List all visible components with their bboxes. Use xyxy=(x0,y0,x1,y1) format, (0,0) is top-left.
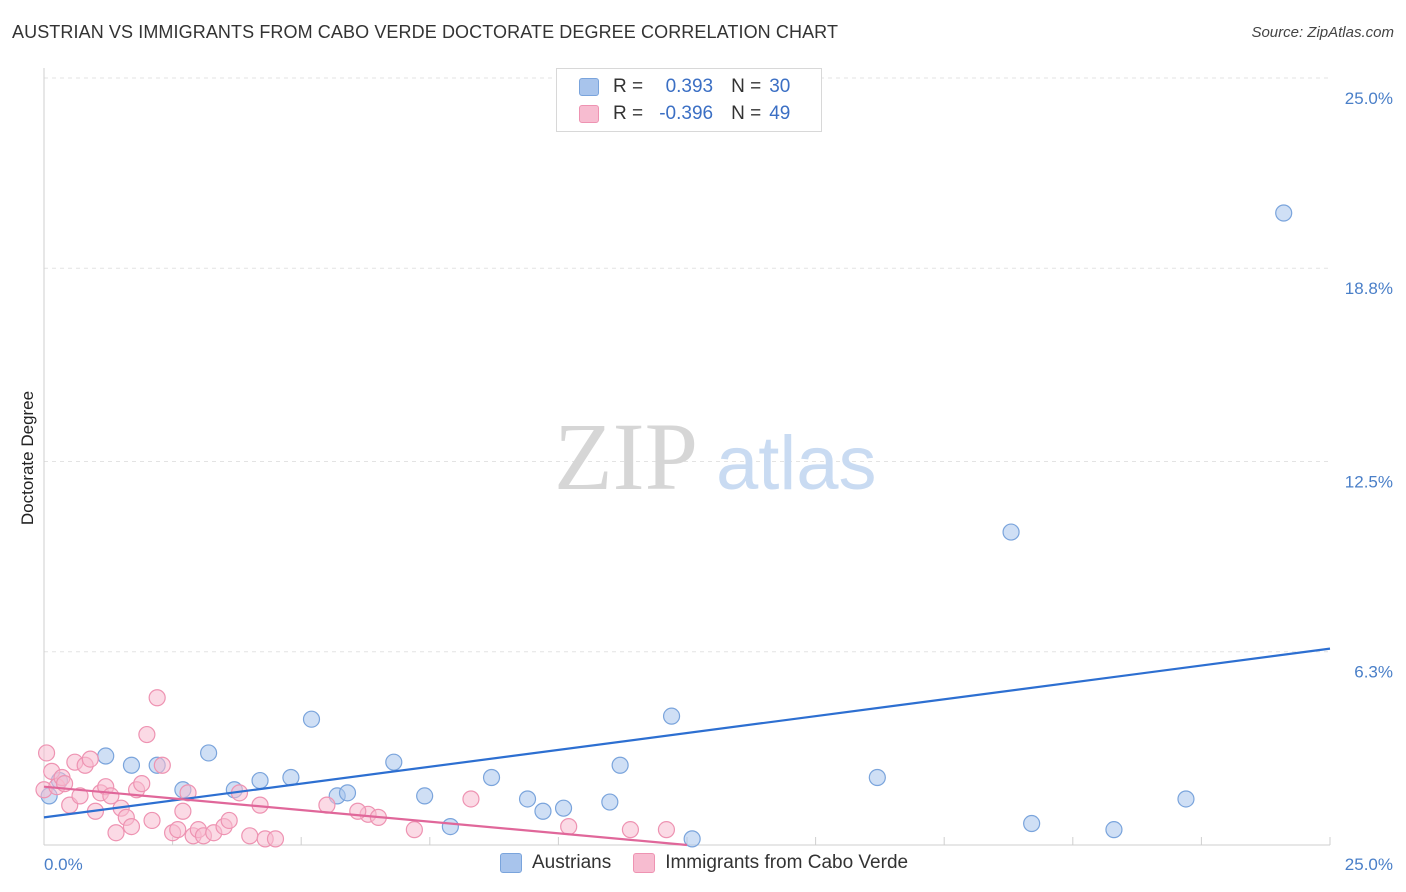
cabo-verde-point xyxy=(122,817,141,836)
austrians-point xyxy=(385,753,403,771)
austrians-point xyxy=(1023,814,1041,833)
cabo-verde-point xyxy=(318,796,336,814)
n-value: 49 xyxy=(769,103,791,124)
r-value: -0.396 xyxy=(659,103,714,124)
austrians-point xyxy=(97,747,115,765)
austrians-point xyxy=(200,744,218,762)
cabo-verde-point xyxy=(657,821,676,839)
austrians-point xyxy=(611,756,629,774)
austrians-point xyxy=(1177,790,1195,808)
cabo-verde-point xyxy=(37,744,56,762)
austrians-point xyxy=(338,784,357,802)
austrians-point xyxy=(534,802,552,820)
austrians-legend-swatch xyxy=(500,853,522,873)
austrians-point xyxy=(302,710,321,728)
cabo-verde-point xyxy=(174,802,192,820)
austrians-point xyxy=(282,768,300,787)
legend-row-austrians: R = 0.393 N = 30 xyxy=(579,75,790,99)
cabo-verde-trend-line xyxy=(43,785,688,847)
cabo-verde-point xyxy=(107,824,125,842)
cabo-verde-point xyxy=(71,787,89,805)
y-axis-label: Doctorate Degree xyxy=(18,391,37,525)
austrians-point xyxy=(1002,523,1020,541)
series-legend: Austrians Immigrants from Cabo Verde xyxy=(500,852,930,874)
austrians-point xyxy=(662,707,681,725)
austrians-point xyxy=(441,817,459,836)
austrians-trend-line xyxy=(43,647,1331,819)
cabo-verde-swatch xyxy=(579,105,599,123)
austrians-legend-label: Austrians xyxy=(532,852,612,873)
austrians-point xyxy=(251,771,269,790)
austrians-point xyxy=(683,830,701,848)
source-label: Source: ZipAtlas.com xyxy=(1251,24,1394,41)
cabo-verde-point xyxy=(405,821,423,839)
chart-title: AUSTRIAN VS IMMIGRANTS FROM CABO VERDE D… xyxy=(12,22,839,42)
cabo-verde-point xyxy=(560,817,578,836)
austrians-point xyxy=(482,768,501,787)
cabo-verde-legend-swatch xyxy=(633,853,656,873)
cabo-verde-point xyxy=(462,790,480,808)
watermark-zip: ZIP xyxy=(554,403,698,510)
austrians-point xyxy=(518,790,537,808)
y-tick-label: 6.3% xyxy=(1354,663,1393,682)
cabo-verde-point xyxy=(241,827,259,845)
legend-item-austrians[interactable]: Austrians xyxy=(500,852,611,874)
cabo-verde-point xyxy=(148,689,166,707)
y-tick-label: 25.0% xyxy=(1345,89,1393,108)
austrians-point xyxy=(554,799,573,817)
cabo-verde-point xyxy=(169,821,187,839)
x-tick-max: 25.0% xyxy=(1345,855,1393,874)
cabo-verde-point xyxy=(138,725,156,744)
y-tick-label: 12.5% xyxy=(1345,473,1393,492)
cabo-verde-point xyxy=(81,750,99,768)
austrians-point xyxy=(122,756,141,774)
cabo-verde-point xyxy=(349,802,367,820)
austrians-point xyxy=(416,787,434,805)
austrians-point xyxy=(1105,821,1123,839)
watermark: ZIP atlas xyxy=(554,403,877,510)
austrians-point xyxy=(868,768,886,787)
legend-row-cabo-verde: R = -0.396 N = 49 xyxy=(579,102,790,126)
r-label: R = xyxy=(613,103,644,124)
cabo-verde-point xyxy=(143,811,161,830)
n-label: N = xyxy=(731,103,762,124)
watermark-atlas: atlas xyxy=(716,421,877,506)
cabo-verde-point xyxy=(133,775,151,793)
cabo-verde-legend-label: Immigrants from Cabo Verde xyxy=(665,852,909,873)
austrians-point xyxy=(1275,204,1293,222)
n-value: 30 xyxy=(769,76,791,97)
austrians-point xyxy=(601,793,619,811)
cabo-verde-point xyxy=(621,821,640,839)
cabo-verde-point xyxy=(153,756,171,774)
points-layer xyxy=(35,204,1293,848)
cabo-verde-point xyxy=(220,811,238,830)
x-tick-min: 0.0% xyxy=(44,855,83,874)
correlation-legend: R = 0.393 N = 30 R = -0.396 N = 49 xyxy=(556,68,822,132)
r-label: R = xyxy=(613,76,644,97)
r-value: 0.393 xyxy=(665,76,714,97)
cabo-verde-point xyxy=(266,830,285,848)
grid-layer: 6.3% 12.5% 18.8% 25.0% xyxy=(44,77,1393,682)
legend-item-cabo-verde[interactable]: Immigrants from Cabo Verde xyxy=(633,852,908,874)
austrians-swatch xyxy=(579,78,599,96)
trend-layer xyxy=(43,647,1331,847)
y-tick-label: 18.8% xyxy=(1345,279,1393,298)
n-label: N = xyxy=(731,76,762,97)
